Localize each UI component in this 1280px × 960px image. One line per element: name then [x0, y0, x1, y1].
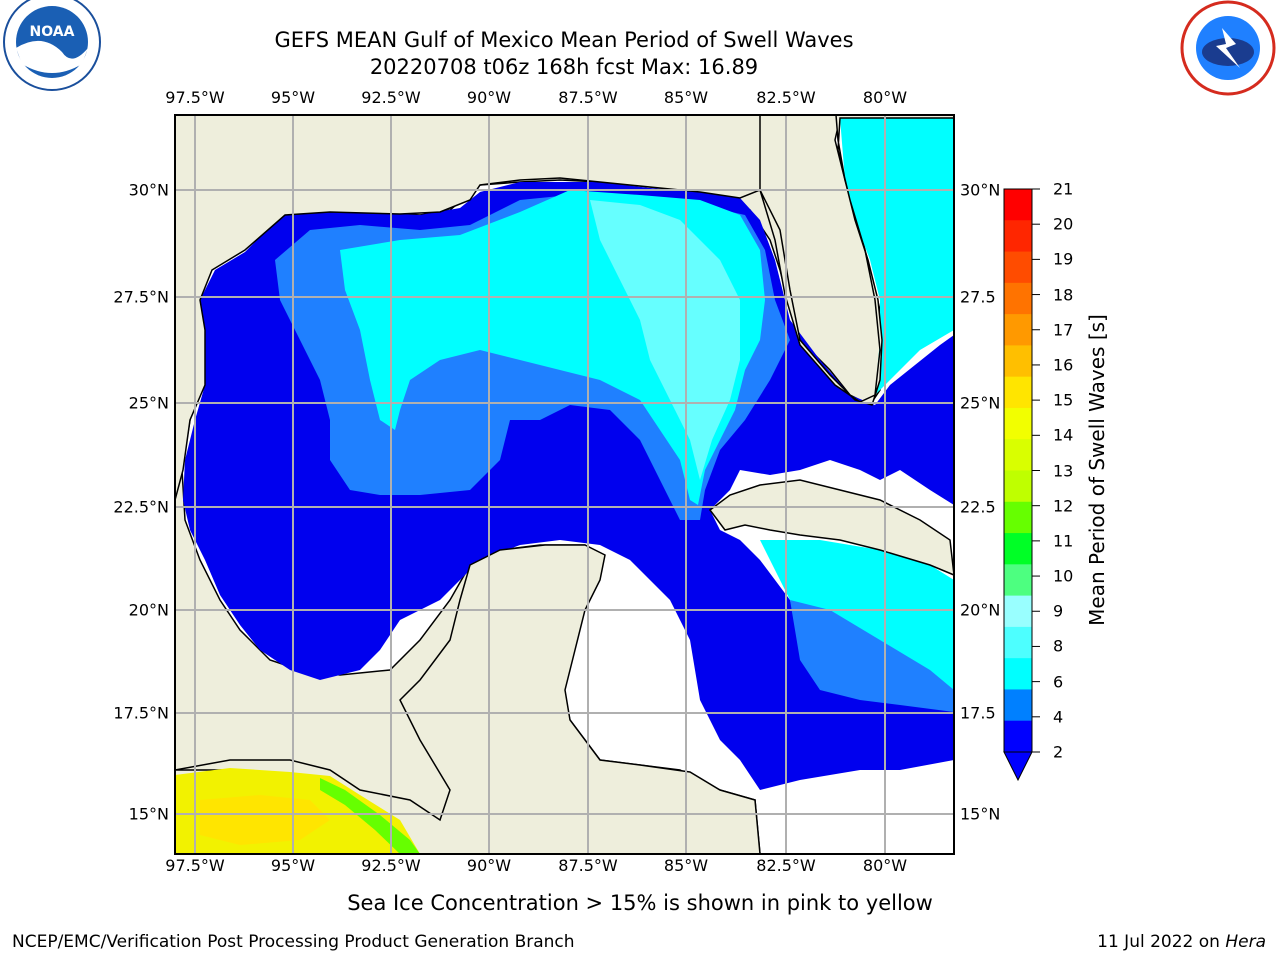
field-caribbean-blue [790, 600, 954, 712]
noaa-logo-text: NOAA [30, 24, 75, 40]
y-tick-label-left: 15°N [128, 804, 169, 824]
colorbar-tick-label: 20 [1053, 214, 1074, 234]
sea-ice-caption: Sea Ice Concentration > 15% is shown in … [0, 891, 1280, 915]
colorbar-segment [1004, 345, 1032, 378]
date-prefix: 11 Jul 2022 on [1097, 932, 1226, 952]
colorbar-segment [1004, 439, 1032, 471]
colorbar-segment [1004, 376, 1032, 409]
nws-logo [1180, 0, 1276, 96]
x-tick-label-top: 87.5°W [558, 88, 618, 107]
x-tick-label-top: 85°W [663, 88, 709, 107]
colorbar-segment [1004, 501, 1032, 534]
y-tick-label-right: 15°N [960, 804, 1001, 824]
colorbar-segment [1004, 220, 1032, 253]
colorbar-tick-label: 10 [1053, 566, 1074, 586]
colorbar-tick-label: 13 [1053, 461, 1074, 480]
sea-ice-caption-text: Sea Ice Concentration > 15% is shown in … [347, 891, 933, 915]
land-florida [759, 115, 954, 406]
x-tick-label-bottom: 85°W [663, 856, 709, 875]
y-tick-label-right: 27.5 [960, 287, 996, 307]
colorbar-tick-label: 11 [1053, 531, 1074, 551]
x-tick-label-bottom: 87.5°W [558, 856, 618, 875]
noaa-logo: NOAA [3, 0, 101, 91]
y-tick-label-left: 22.5°N [113, 497, 169, 517]
colorbar-segment [1004, 470, 1032, 503]
y-tick-label-right: 20°N [960, 600, 1001, 620]
colorbar-segment [1004, 658, 1032, 690]
x-tick-label-top: 95°W [270, 88, 316, 107]
x-tick-label-top: 80°W [862, 88, 908, 107]
x-tick-label-top: 97.5°W [165, 88, 225, 107]
colorbar-tick-label: 19 [1053, 249, 1074, 269]
y-tick-label-right: 30°N [960, 180, 1001, 200]
colorbar-tick-label: 21 [1053, 179, 1074, 199]
field-caribbean [760, 540, 954, 690]
y-tick-label-right: 17.5 [960, 703, 996, 723]
x-tick-label-bottom: 80°W [862, 856, 908, 875]
map-plot-area [175, 115, 954, 854]
colorbar-tick-label: 12 [1053, 496, 1074, 516]
colorbar-tick-label: 14 [1053, 425, 1074, 445]
y-tick-label-right: 25°N [960, 393, 1001, 413]
x-tick-label-bottom: 95°W [270, 856, 316, 875]
x-tick-label-top: 92.5°W [361, 88, 421, 107]
colorbar-segment [1004, 689, 1032, 722]
colorbar-segment [1004, 626, 1032, 659]
x-tick-label-bottom: 97.5°W [165, 856, 225, 875]
x-tick-label-bottom: 92.5°W [361, 856, 421, 875]
colorbar-label: Mean Period of Swell Waves [s] [1085, 314, 1109, 626]
field-green-edge [320, 778, 420, 854]
y-tick-label-left: 25°N [128, 393, 169, 413]
y-tick-label-left: 27.5°N [113, 287, 169, 307]
colorbar-tick-label: 4 [1053, 707, 1064, 727]
colorbar-segment [1004, 595, 1032, 628]
colorbar-extend-arrow [1003, 751, 1033, 782]
date-line: 11 Jul 2022 on Hera [1097, 932, 1266, 952]
y-tick-label-left: 20°N [128, 600, 169, 620]
y-tick-label-left: 17.5°N [113, 703, 169, 723]
colorbar-tick-label: 15 [1053, 390, 1074, 410]
y-tick-label-left: 30°N [128, 180, 169, 200]
x-tick-label-bottom: 90°W [466, 856, 512, 875]
credit-line: NCEP/EMC/Verification Post Processing Pr… [12, 932, 575, 952]
field-yellow-patch [200, 795, 330, 845]
x-tick-label-top: 90°W [466, 88, 512, 107]
colorbar-segment [1004, 282, 1032, 315]
colorbar-segment [1004, 407, 1032, 440]
colorbar-tick-label: 8 [1053, 636, 1064, 656]
colorbar-segment [1004, 251, 1032, 284]
grid-lines [175, 115, 954, 854]
colorbar-segment [1004, 720, 1032, 753]
chart-subtitle: 20220708 t06z 168h fcst Max: 16.89 [369, 55, 759, 79]
colorbar-tick-label: 2 [1053, 742, 1064, 762]
colorbar-tick-label: 17 [1053, 320, 1074, 340]
colorbar-segment [1004, 314, 1032, 346]
map-frame [174, 114, 955, 855]
colorbar-segment [1004, 564, 1032, 597]
colorbar-tick-label: 16 [1053, 355, 1074, 375]
colorbar-tick-label: 18 [1053, 285, 1074, 305]
y-tick-label-right: 22.5 [960, 497, 996, 517]
colorbar-tick-label: 9 [1053, 601, 1064, 621]
x-tick-label-top: 82.5°W [756, 88, 816, 107]
colorbar-segment [1004, 533, 1032, 565]
x-tick-label-bottom: 82.5°W [756, 856, 816, 875]
colorbar [1003, 188, 1040, 753]
colorbar-tick-label: 6 [1053, 672, 1064, 692]
field-light-cyan [590, 200, 740, 480]
date-host: Hera [1225, 932, 1266, 952]
chart-title: GEFS MEAN Gulf of Mexico Mean Period of … [274, 28, 854, 52]
field-east-florida [840, 118, 954, 395]
colorbar-segment [1004, 189, 1032, 221]
